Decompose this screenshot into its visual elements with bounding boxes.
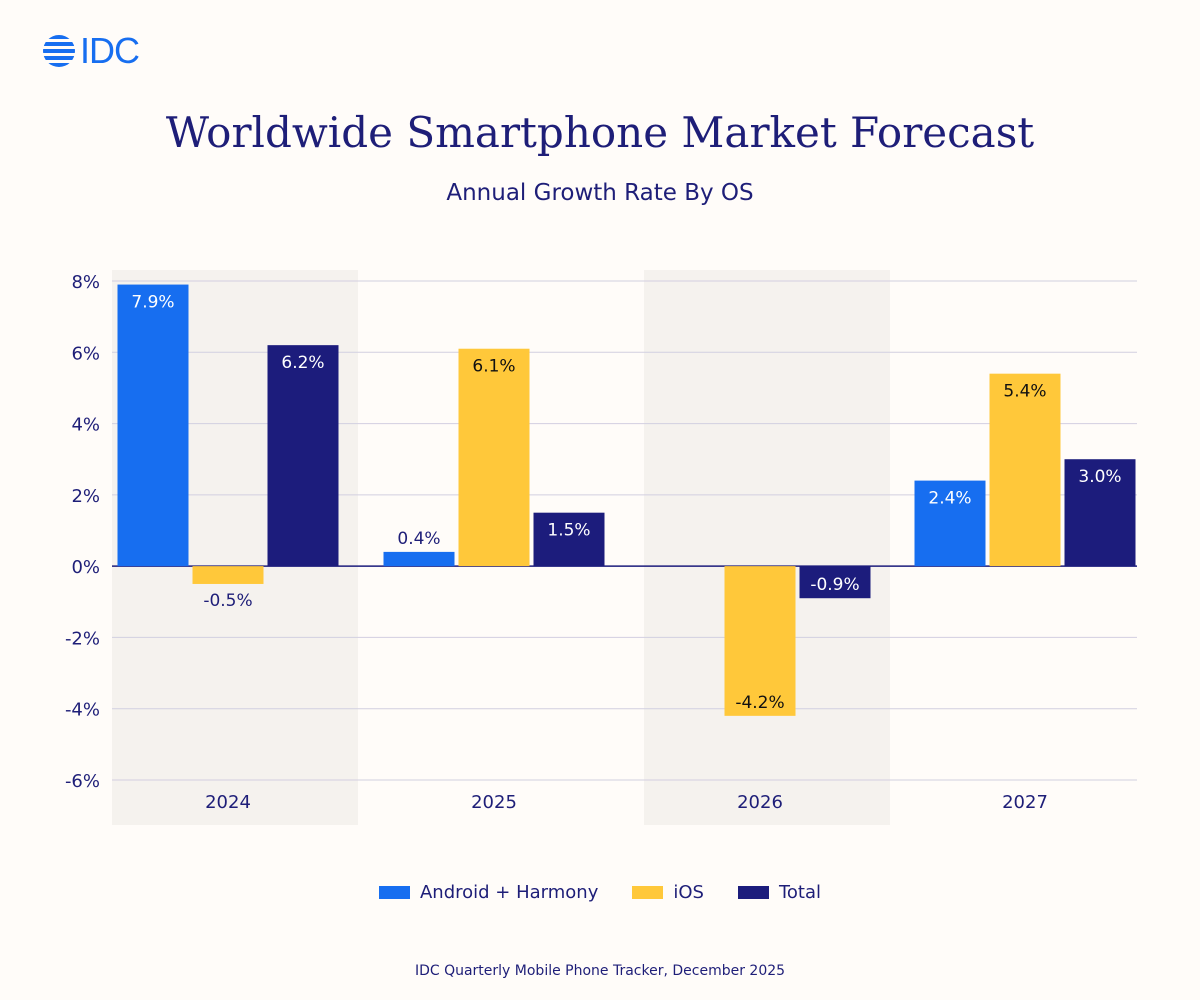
legend-item-ios: iOS bbox=[632, 882, 704, 903]
legend-item-total: Total bbox=[737, 882, 822, 903]
data-label: -0.9% bbox=[810, 575, 859, 595]
bar-ios-2027 bbox=[989, 373, 1061, 567]
x-tick-label: 2024 bbox=[205, 792, 251, 813]
legend-swatch bbox=[378, 886, 410, 899]
y-tick-label: 6% bbox=[71, 343, 100, 364]
bar-ios-2025 bbox=[458, 348, 530, 567]
legend-label: Android + Harmony bbox=[419, 882, 599, 903]
bar-total-2024 bbox=[267, 345, 339, 567]
y-tick-label: 8% bbox=[71, 272, 100, 293]
x-tick-label: 2027 bbox=[1002, 792, 1048, 813]
chart-subtitle: Annual Growth Rate By OS bbox=[446, 180, 754, 206]
logo-text: IDC bbox=[80, 30, 140, 71]
bar-android-harmony-2027 bbox=[914, 480, 986, 567]
y-tick-label: -4% bbox=[65, 700, 100, 721]
data-label: 5.4% bbox=[1003, 382, 1046, 402]
data-label: 7.9% bbox=[131, 293, 174, 313]
data-label: 2.4% bbox=[928, 489, 971, 509]
legend-label: iOS bbox=[673, 882, 704, 903]
legend-swatch bbox=[632, 886, 664, 899]
idc-logo: IDC bbox=[42, 30, 140, 71]
y-tick-label: 2% bbox=[71, 486, 100, 507]
data-label: 6.1% bbox=[472, 357, 515, 377]
legend-label: Total bbox=[778, 882, 822, 903]
data-label: -4.2% bbox=[735, 693, 784, 713]
data-label: 1.5% bbox=[547, 521, 590, 541]
source-note: IDC Quarterly Mobile Phone Tracker, Dece… bbox=[414, 963, 786, 979]
y-tick-label: -6% bbox=[65, 771, 100, 792]
data-label: 0.4% bbox=[397, 529, 440, 549]
bar-ios-2026 bbox=[724, 566, 796, 716]
legend-item-android: Android + Harmony bbox=[378, 882, 599, 903]
category-band bbox=[644, 270, 890, 825]
legend-swatch bbox=[737, 886, 769, 899]
y-tick-label: -2% bbox=[65, 628, 100, 649]
data-label: 6.2% bbox=[281, 353, 324, 373]
x-tick-label: 2025 bbox=[471, 792, 517, 813]
globe-icon bbox=[43, 35, 75, 67]
bar-ios-2024 bbox=[192, 566, 264, 584]
x-tick-label: 2026 bbox=[737, 792, 783, 813]
bar-android-harmony-2025 bbox=[383, 551, 455, 567]
bar-total-2027 bbox=[1064, 459, 1136, 567]
y-tick-label: 4% bbox=[71, 415, 100, 436]
data-label: 3.0% bbox=[1078, 467, 1121, 487]
bar-total-2025 bbox=[533, 512, 605, 567]
bar-android-harmony-2024 bbox=[117, 284, 189, 567]
chart-title: Worldwide Smartphone Market Forecast bbox=[165, 108, 1035, 157]
data-label: -0.5% bbox=[203, 591, 252, 611]
bar-total-2026 bbox=[799, 566, 871, 599]
y-tick-label: 0% bbox=[71, 557, 100, 578]
legend: Android + Harmony iOS Total bbox=[0, 882, 1200, 903]
